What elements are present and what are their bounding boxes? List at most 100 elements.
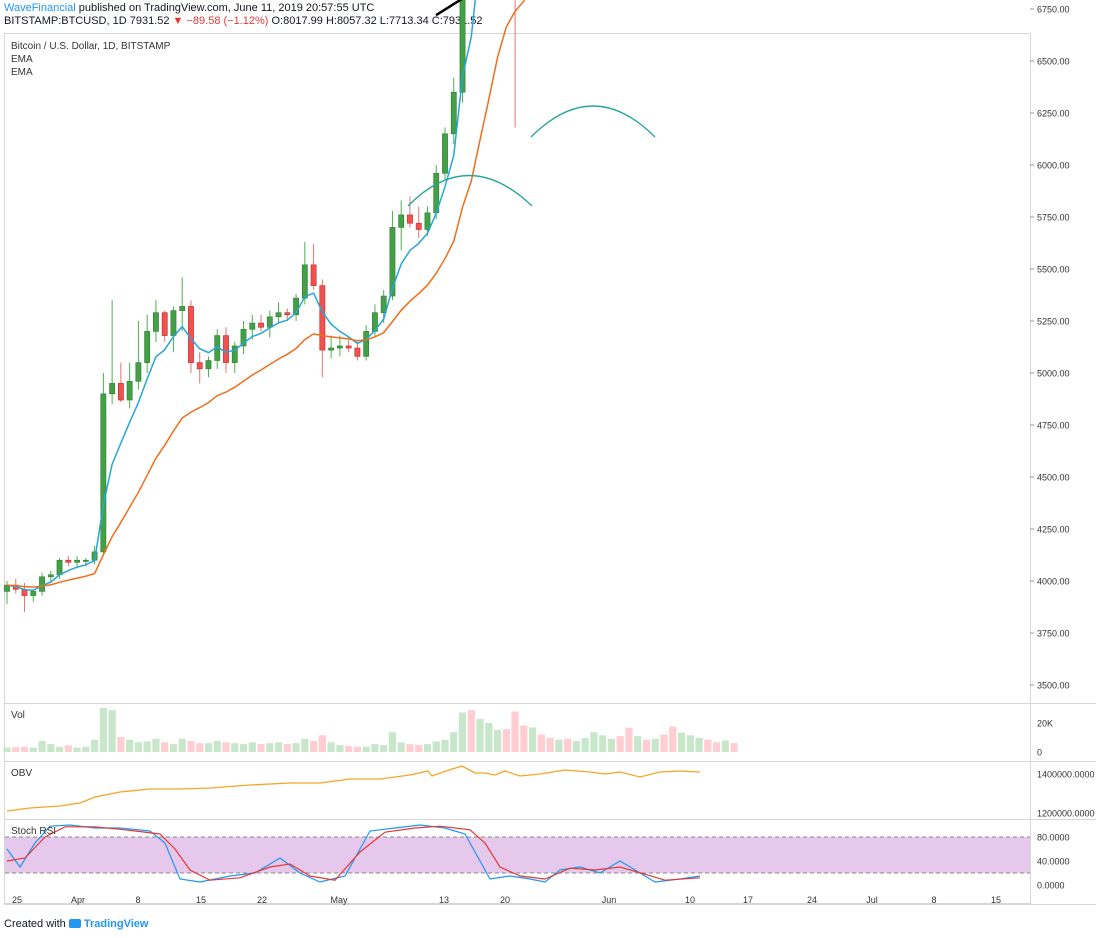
candle[interactable]	[135, 321, 142, 390]
candle[interactable]	[126, 362, 133, 409]
volume-bar	[204, 743, 213, 752]
shoulder-arc-left[interactable]	[407, 175, 533, 207]
obv-pane-label[interactable]: OBV	[11, 768, 33, 779]
time-tick-label: Apr	[71, 895, 85, 905]
head-arc[interactable]	[530, 105, 656, 138]
volume-bar	[152, 738, 160, 752]
candle[interactable]	[144, 314, 151, 373]
volume-bar	[362, 746, 370, 752]
tradingview-brand[interactable]: TradingView	[83, 918, 149, 930]
volume-bar	[248, 742, 256, 752]
candle[interactable]	[205, 356, 212, 378]
time-tick-label: 25	[12, 895, 22, 905]
candle[interactable]	[275, 302, 282, 324]
candle[interactable]	[161, 310, 168, 342]
volume-bar	[82, 746, 90, 752]
candle[interactable]	[415, 206, 422, 238]
candle[interactable]	[293, 293, 299, 321]
time-tick-label: Jun	[602, 895, 617, 905]
candle-body	[30, 591, 37, 596]
candle[interactable]	[284, 308, 291, 321]
candle[interactable]	[4, 581, 10, 604]
volume-bar	[634, 736, 642, 752]
candle[interactable]	[170, 306, 177, 353]
candle[interactable]	[153, 300, 159, 342]
volume-bar	[117, 737, 125, 752]
volume-bar	[301, 738, 309, 752]
stoch-d-line[interactable]	[6, 825, 701, 881]
candle-body	[144, 331, 151, 363]
candle[interactable]	[310, 244, 317, 290]
candle[interactable]	[231, 341, 238, 373]
ema-legend-2[interactable]: EMA	[11, 67, 33, 78]
candle[interactable]	[100, 373, 107, 557]
volume-bar	[695, 737, 703, 752]
vol-pane-label[interactable]: Vol	[11, 710, 25, 721]
candle[interactable]	[450, 77, 457, 145]
candle[interactable]	[328, 335, 335, 359]
candle[interactable]	[512, 0, 517, 128]
high-value: H:8057.32	[325, 15, 377, 27]
volume-bar	[187, 741, 195, 752]
ema-fast-line[interactable]	[6, 0, 734, 591]
candle[interactable]	[442, 127, 448, 180]
candle[interactable]	[398, 200, 405, 251]
candle-body	[310, 264, 317, 286]
volume-bar	[590, 732, 598, 752]
candle[interactable]	[117, 362, 124, 403]
volume-bar	[529, 727, 537, 752]
author-link[interactable]: WaveFinancial	[4, 2, 76, 14]
candle[interactable]	[266, 310, 273, 338]
candle[interactable]	[47, 570, 54, 584]
volume-bar	[441, 739, 449, 752]
volume-bar	[380, 744, 388, 752]
candle[interactable]	[179, 277, 186, 332]
candle[interactable]	[363, 325, 370, 361]
candle[interactable]	[424, 206, 431, 236]
candle[interactable]	[459, 0, 466, 103]
candle[interactable]	[65, 556, 72, 567]
candle[interactable]	[389, 210, 396, 301]
candle[interactable]	[223, 327, 229, 373]
volume-bar	[327, 742, 335, 752]
price-tick-label: 4250.00	[1037, 525, 1070, 535]
candle[interactable]	[240, 321, 247, 355]
candle[interactable]	[354, 341, 361, 361]
candle[interactable]	[319, 279, 326, 378]
candle[interactable]	[407, 196, 413, 228]
candle-body	[153, 312, 159, 332]
volume-bar	[599, 735, 607, 752]
candle-body	[135, 362, 142, 382]
volume-bar	[704, 739, 712, 752]
candle[interactable]	[258, 314, 264, 332]
obv-line[interactable]	[6, 765, 701, 812]
trendline[interactable]	[435, 0, 786, 17]
time-tick-label: 15	[196, 895, 206, 905]
ema-legend-1[interactable]: EMA	[11, 54, 33, 65]
candle[interactable]	[345, 339, 352, 353]
candle[interactable]	[336, 335, 343, 357]
candle-body	[47, 574, 54, 578]
candle[interactable]	[30, 589, 37, 602]
volume-bar	[257, 744, 265, 752]
stoch-pane-label[interactable]: Stoch RSI	[11, 826, 57, 837]
candle[interactable]	[196, 352, 203, 384]
candle-body	[336, 345, 343, 349]
volume-bar	[231, 743, 239, 752]
price-tick-label: 6750.00	[1037, 5, 1070, 15]
candle[interactable]	[301, 241, 308, 305]
candle[interactable]	[109, 300, 116, 405]
candle[interactable]	[249, 314, 256, 340]
volume-bar	[467, 710, 475, 752]
candle[interactable]	[39, 572, 45, 596]
volume-bar	[502, 729, 510, 752]
price-tick-label: 5250.00	[1037, 317, 1070, 327]
candle-body	[205, 360, 212, 370]
tradingview-logo-icon	[68, 919, 81, 928]
ema-slow-line[interactable]	[6, 0, 734, 588]
volume-bar	[178, 738, 186, 752]
candle[interactable]	[214, 329, 221, 369]
candle-body	[74, 559, 80, 563]
stoch-band	[5, 837, 1030, 873]
